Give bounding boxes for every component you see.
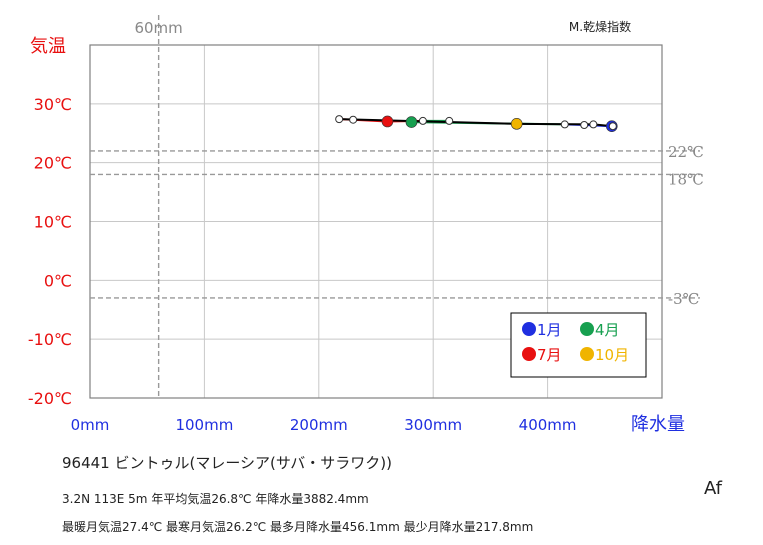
month-point-2 bbox=[580, 121, 589, 130]
legend-label-4月: 4月 bbox=[595, 321, 620, 339]
koppen-class: Af bbox=[704, 478, 723, 499]
y-tick-label: 30℃ bbox=[34, 95, 72, 114]
legend-marker-1月 bbox=[522, 322, 536, 336]
month-point-6 bbox=[418, 116, 427, 125]
index-label: M.乾燥指数 bbox=[569, 19, 631, 34]
month-point-3 bbox=[560, 120, 569, 129]
station-name: 96441 ビントゥル(マレーシア(サバ・サラワク)) bbox=[62, 454, 392, 472]
legend-marker-7月 bbox=[522, 347, 536, 361]
y-tick-label: 10℃ bbox=[34, 213, 72, 232]
station-info-line-1: 3.2N 113E 5m 年平均気温26.8℃ 年降水量3882.4mm bbox=[62, 492, 369, 506]
month-point-9 bbox=[335, 115, 344, 124]
x-tick-label: 200mm bbox=[290, 416, 348, 434]
x-tick-label: 0mm bbox=[71, 416, 110, 434]
legend-label-7月: 7月 bbox=[537, 346, 562, 364]
reference-label-temp: -3℃ bbox=[668, 290, 699, 308]
y-tick-label: 0℃ bbox=[44, 271, 72, 290]
legend-marker-10月 bbox=[580, 347, 594, 361]
month-point-8 bbox=[349, 115, 358, 124]
month-point-12 bbox=[608, 122, 617, 131]
month-point-4 bbox=[405, 116, 418, 128]
month-point-11 bbox=[589, 120, 598, 129]
x-tick-label: 400mm bbox=[519, 416, 577, 434]
month-point-5 bbox=[445, 116, 454, 125]
month-point-10 bbox=[510, 118, 523, 130]
x-tick-label: 100mm bbox=[175, 416, 233, 434]
climate-chart: 60mm 22℃ 18℃ -3℃ 0mm 100mm 200mm 300mm 400mm 30℃ 2… bbox=[28, 15, 704, 435]
y-axis-label: 気温 bbox=[30, 36, 66, 57]
legend-label-10月: 10月 bbox=[595, 346, 629, 364]
climograph-segment-9 bbox=[339, 118, 517, 125]
month-point-7 bbox=[381, 115, 394, 128]
reference-label-60mm: 60mm bbox=[134, 19, 182, 37]
station-info-line-2: 最暖月気温27.4℃ 最寒月気温26.2℃ 最多月降水量456.1mm 最少月降… bbox=[62, 520, 534, 534]
y-tick-label: 20℃ bbox=[34, 154, 72, 173]
y-tick-label: -10℃ bbox=[28, 330, 72, 349]
plot-frame bbox=[89, 44, 663, 399]
x-axis-label: 降水量 bbox=[631, 414, 685, 435]
reference-label-temp: 18℃ bbox=[668, 170, 704, 188]
reference-label-temp: 22℃ bbox=[668, 143, 704, 161]
legend-marker-4月 bbox=[580, 322, 594, 336]
x-tick-label: 300mm bbox=[404, 416, 462, 434]
y-tick-label: -20℃ bbox=[28, 389, 72, 408]
legend-label-1月: 1月 bbox=[537, 321, 562, 339]
